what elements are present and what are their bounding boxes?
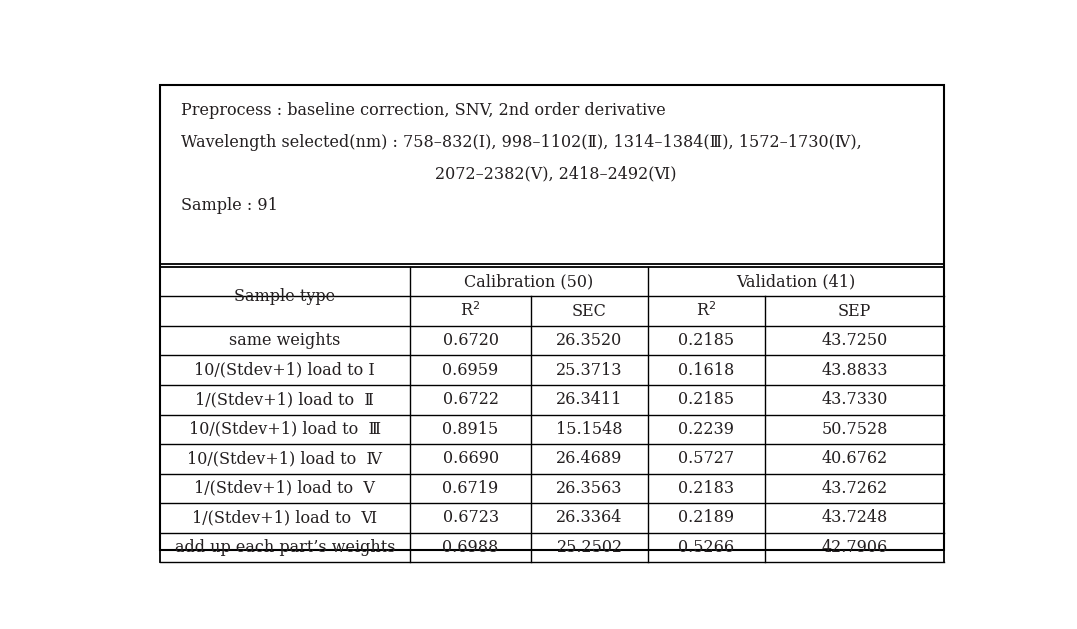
Text: 26.3364: 26.3364 [557,509,623,526]
Text: 26.3520: 26.3520 [557,332,623,349]
Text: 0.6690: 0.6690 [443,450,499,467]
Text: 0.6720: 0.6720 [443,332,499,349]
Text: 0.5266: 0.5266 [679,539,735,556]
Text: Sample type: Sample type [235,288,335,305]
Text: 0.6723: 0.6723 [443,509,499,526]
Text: R$^2$: R$^2$ [697,302,716,320]
Text: 43.7250: 43.7250 [822,332,887,349]
Text: 0.2183: 0.2183 [679,480,735,497]
Text: 0.2185: 0.2185 [679,332,735,349]
Text: 0.2239: 0.2239 [679,421,735,438]
Text: Preprocess : baseline correction, SNV, 2nd order derivative: Preprocess : baseline correction, SNV, 2… [181,102,666,119]
Text: 0.6988: 0.6988 [443,539,499,556]
Text: 43.7330: 43.7330 [822,391,887,408]
Text: 0.2189: 0.2189 [679,509,735,526]
Text: Sample : 91: Sample : 91 [181,196,278,214]
Text: 10/(Stdev+1) load to  Ⅲ: 10/(Stdev+1) load to Ⅲ [188,421,381,438]
Text: 25.2502: 25.2502 [557,539,623,556]
Text: Calibration (50): Calibration (50) [464,273,593,290]
Text: 0.1618: 0.1618 [679,362,735,379]
Text: 1/(Stdev+1) load to  Ⅵ: 1/(Stdev+1) load to Ⅵ [193,509,377,526]
Text: 26.3563: 26.3563 [557,480,623,497]
Text: 0.5727: 0.5727 [679,450,735,467]
Text: 25.3713: 25.3713 [557,362,623,379]
Text: 26.3411: 26.3411 [557,391,623,408]
Text: 15.1548: 15.1548 [557,421,623,438]
Text: 43.7248: 43.7248 [822,509,887,526]
Text: 40.6762: 40.6762 [822,450,887,467]
Text: 0.6722: 0.6722 [443,391,499,408]
Text: same weights: same weights [229,332,340,349]
Text: 43.7262: 43.7262 [822,480,887,497]
Text: 0.8915: 0.8915 [443,421,499,438]
Text: SEC: SEC [572,303,607,320]
Text: Validation (41): Validation (41) [737,273,856,290]
Text: 1/(Stdev+1) load to  Ⅱ: 1/(Stdev+1) load to Ⅱ [195,391,375,408]
Text: SEP: SEP [838,303,871,320]
Text: 0.2185: 0.2185 [679,391,735,408]
Text: 1/(Stdev+1) load to  Ⅴ: 1/(Stdev+1) load to Ⅴ [195,480,375,497]
Text: 2072–2382(Ⅴ), 2418–2492(Ⅵ): 2072–2382(Ⅴ), 2418–2492(Ⅵ) [435,165,676,182]
Text: 50.7528: 50.7528 [822,421,887,438]
Text: add up each part’s weights: add up each part’s weights [174,539,395,556]
Text: R$^2$: R$^2$ [461,302,480,320]
Text: 10/(Stdev+1) load to Ⅰ: 10/(Stdev+1) load to Ⅰ [195,362,375,379]
Text: Wavelength selected(nm) : 758–832(Ⅰ), 998–1102(Ⅱ), 1314–1384(Ⅲ), 1572–1730(Ⅳ),: Wavelength selected(nm) : 758–832(Ⅰ), 99… [181,133,862,150]
Text: 26.4689: 26.4689 [557,450,623,467]
Text: 42.7906: 42.7906 [822,539,887,556]
Text: 10/(Stdev+1) load to  Ⅳ: 10/(Stdev+1) load to Ⅳ [187,450,382,467]
Text: 0.6719: 0.6719 [443,480,499,497]
Text: 0.6959: 0.6959 [443,362,499,379]
Text: 43.8833: 43.8833 [822,362,887,379]
